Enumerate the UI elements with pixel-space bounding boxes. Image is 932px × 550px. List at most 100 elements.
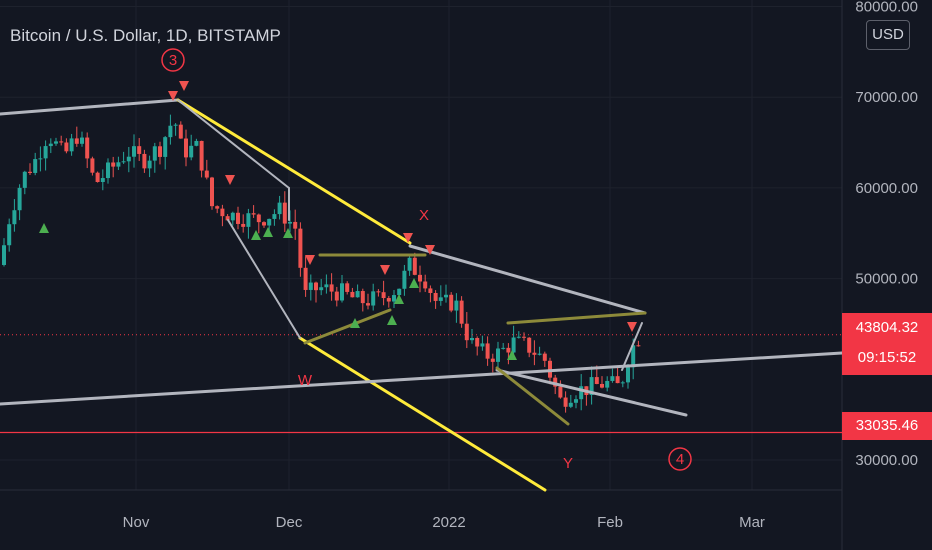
candle-body [178,124,183,139]
current-price-label: 43804.32 09:15:52 [842,313,932,375]
candle-body [345,283,350,292]
candle-body [210,177,214,207]
candle-body [158,146,162,157]
candle-body [480,343,485,347]
candle-body [423,281,428,289]
y-tick-label: 30000.00 [855,452,918,469]
candle-body [600,383,604,388]
candle-body [236,212,240,224]
candle-body [199,140,204,171]
candle-body [80,137,84,144]
candle-body [527,337,532,353]
candle-body [126,156,131,162]
candle-body [303,267,308,290]
candle-body [54,141,58,144]
x-tick-label: Feb [597,514,623,531]
candle-body [620,382,625,384]
wave-label-x: X [419,207,429,224]
candle-body [85,137,90,159]
sell-signal-marker [627,322,637,332]
candle-body [475,338,480,347]
olive-box-bottom [303,308,392,345]
current-price-value: 43804.32 [855,319,919,336]
candle-body [334,291,339,301]
wave-label-4: 4 [676,451,684,468]
candle-body [246,213,251,227]
candle-body [230,212,235,221]
candle-body [43,146,48,159]
candle-body [449,294,454,311]
candle-body [277,202,282,215]
x-axis: Nov Dec 2022 Feb Mar [123,514,765,531]
buy-signal-marker [507,350,517,360]
buy-signal-marker [409,278,419,288]
candle-body [594,377,599,384]
candle-body [194,140,199,146]
x-tick-label: Dec [276,514,303,531]
candle-body [116,162,121,167]
candle-body [12,210,17,225]
candle-body [444,294,448,298]
candle-body [220,208,225,217]
y-tick-label: 50000.00 [855,271,918,288]
candle-body [319,287,324,291]
candle-body [392,295,396,302]
candle-body [542,353,547,361]
sell-signal-marker [179,81,189,91]
candle-body [173,124,178,126]
candle-body [33,159,38,173]
candle-body [282,202,287,224]
sell-signal-marker [305,255,315,265]
candle-body [386,298,391,302]
candle-body [402,270,407,289]
candle-body [28,171,32,173]
candle-body [516,336,521,338]
candle-body [496,348,500,362]
x-to-recent-gray-trendline [408,244,647,315]
candle-body [38,158,43,160]
candle-body [74,138,79,144]
trendlines [0,98,844,492]
wave-labels: 3 X W Y 4 [161,48,692,472]
buy-signal-marker [251,230,261,240]
candle-body [100,178,105,182]
candle-body [168,125,173,138]
wave-label-3: 3 [169,52,177,69]
wave-label-y: Y [563,455,573,472]
sell-signal-marker [425,245,435,255]
candle-body [225,216,230,221]
candle-body [163,137,168,157]
upper-gray-trendline [0,98,180,116]
candle-body [454,300,459,311]
buy-signal-marker [387,315,397,325]
candle-body [558,386,563,398]
candle-body [407,257,412,271]
candle-body [433,292,438,301]
bar-countdown: 09:15:52 [857,349,917,366]
candle-body [366,303,370,306]
candle-body [371,291,376,306]
gray-wedge-top [177,99,290,189]
candle-body [376,291,381,293]
candle-body [537,353,542,355]
candle-body [626,367,630,383]
candle-body [90,158,95,173]
candle-body [59,141,64,143]
candle-body [106,162,110,179]
candle-body [132,146,136,157]
currency-button[interactable]: USD [866,20,910,50]
candles [2,114,641,413]
candle-body [215,206,220,209]
candle-body [204,170,209,178]
candle-body [272,214,277,219]
buy-signal-marker [283,228,293,238]
candle-body [636,345,641,347]
candle-body [501,347,506,349]
candle-body [506,347,511,353]
wave-label-circle [161,48,185,72]
candle-body [69,138,74,152]
y-tick-label: 60000.00 [855,180,918,197]
candle-body [574,399,578,403]
candle-body [511,337,516,353]
